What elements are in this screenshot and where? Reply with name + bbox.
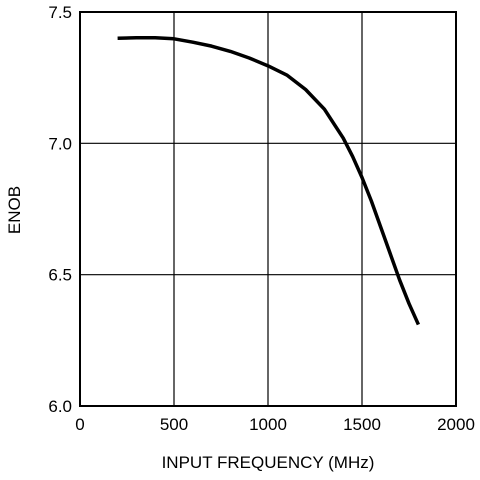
series-layer xyxy=(117,35,420,326)
x-tick-labels: 0 500 1000 1500 2000 xyxy=(75,415,475,434)
x-tick-label: 2000 xyxy=(437,415,475,434)
y-tick-labels: 6.0 6.5 7.0 7.5 xyxy=(48,3,72,416)
x-tick-label: 0 xyxy=(75,415,84,434)
y-tick-label: 6.0 xyxy=(48,397,72,416)
y-tick-label: 6.5 xyxy=(48,266,72,285)
plot-frame xyxy=(79,11,457,407)
x-tick-label: 500 xyxy=(160,415,188,434)
enob-curve xyxy=(117,35,420,326)
x-tick-label: 1000 xyxy=(249,415,287,434)
x-tick-label: 1500 xyxy=(343,415,381,434)
y-axis-label: ENOB xyxy=(5,186,24,234)
y-tick-label: 7.5 xyxy=(48,3,72,22)
x-axis-label: INPUT FREQUENCY (MHz) xyxy=(162,453,375,472)
y-tick-label: 7.0 xyxy=(48,134,72,153)
grid xyxy=(80,12,456,406)
